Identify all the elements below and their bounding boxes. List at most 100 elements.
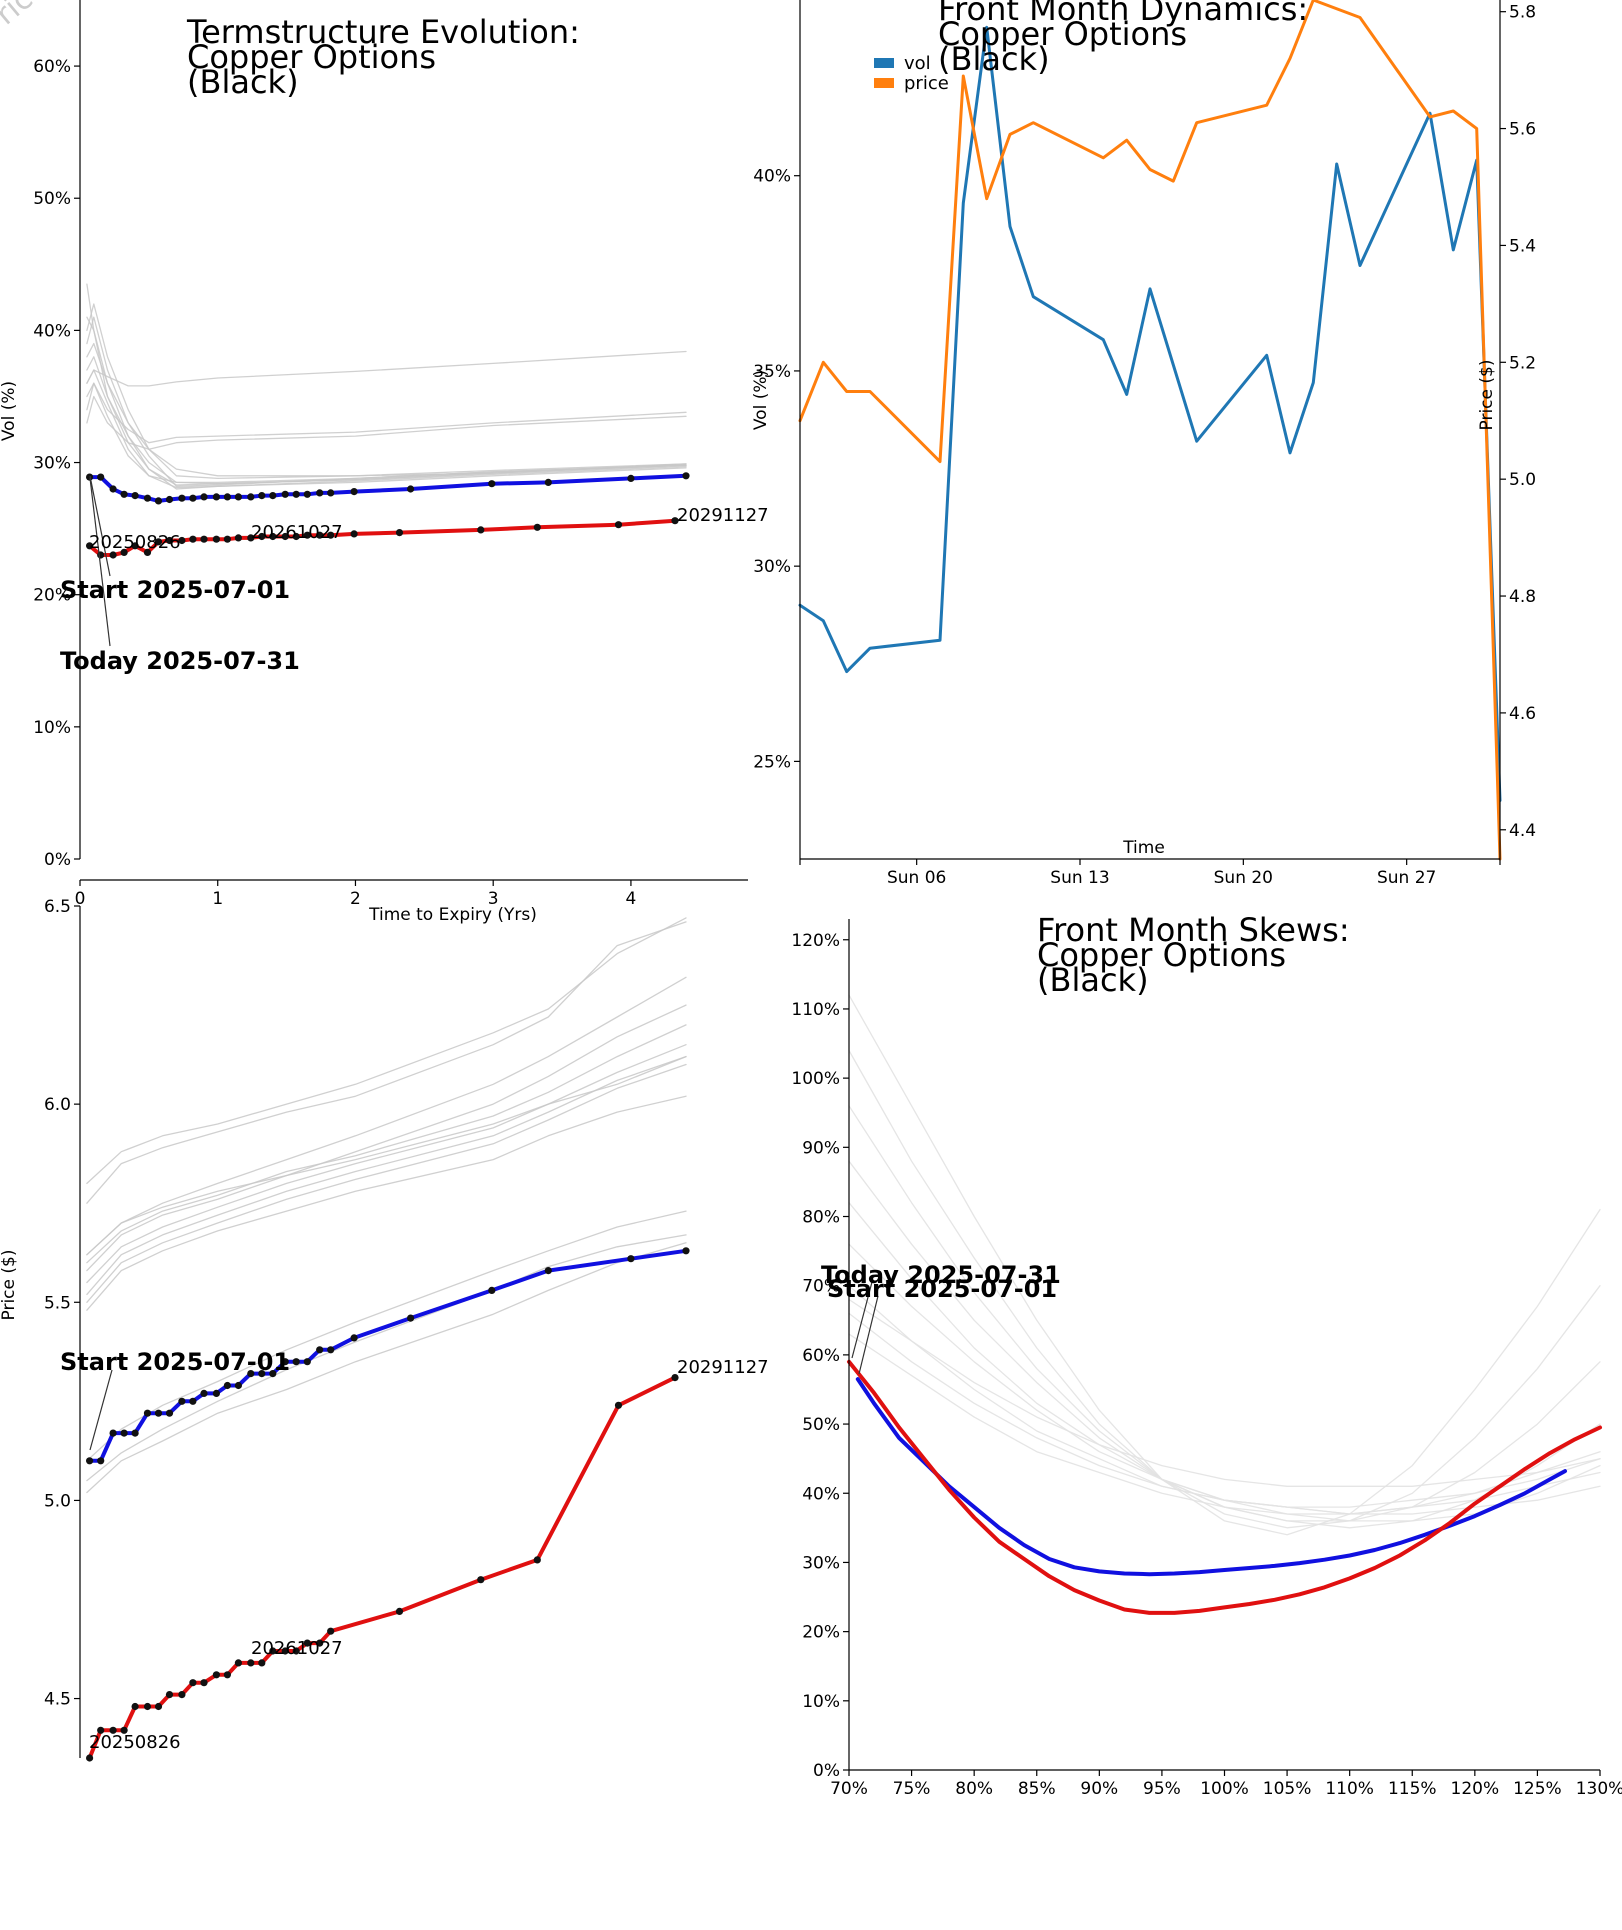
skews-x-tick-label: 110%: [1325, 1779, 1374, 1799]
front-month-dynamics-y2-tick-label: 5.4: [1509, 236, 1536, 256]
termstructure-start-point: [407, 485, 415, 493]
termstructure-today-point: [165, 536, 174, 545]
termstructure-start-point: [303, 490, 311, 498]
forward-curve-start-point: [292, 1358, 300, 1366]
termstructure-start-point: [316, 489, 324, 497]
forward-curve-start-point: [407, 1314, 415, 1322]
skews-x-tick-label: 85%: [1018, 1779, 1056, 1799]
skews-series: [847, 1359, 1602, 1615]
skews-history-line: [848, 1160, 1601, 1529]
front-month-dynamics-y2-tick-label: 4.8: [1509, 587, 1536, 607]
forward-curve-start-point: [200, 1389, 208, 1397]
forward-curve-history-line: [86, 1234, 687, 1482]
skews-x-tick-label: 105%: [1263, 1779, 1312, 1799]
front-month-dynamics-chart: 25% 30% 35% 40% 4.4 4.6 4.8 5.0 5.2 5.4 5.6 5.8 Sun …: [751, 0, 1536, 888]
skews-history-line: [848, 1298, 1601, 1487]
forward-curve-today-point: [189, 1679, 197, 1687]
skews-start-annotation: Start 2025-07-01: [827, 1275, 1057, 1303]
front-month-dynamics-lines: [798, 0, 1502, 861]
front-month-vol-line: [798, 25, 1502, 802]
legend-swatch-price: [874, 78, 894, 88]
skews-history-line: [848, 994, 1601, 1536]
forward-curve-today-point: [120, 1726, 128, 1734]
front-month-dynamics-y2-tick-label: 5.6: [1509, 120, 1536, 140]
termstructure-y-tick-label: 40%: [33, 321, 71, 341]
forward-curve-label-first-expiry: 20250826: [89, 1732, 181, 1753]
forward-curve-today-point: [316, 1639, 324, 1647]
termstructure-y-tick-label: 20%: [33, 586, 71, 606]
skews-x-tick-label: 130%: [1576, 1779, 1622, 1799]
front-month-dynamics-x-axis-title: Time: [1122, 838, 1165, 858]
front-month-dynamics-y-tick-label: 30%: [753, 557, 791, 577]
forward-curve-start-point: [682, 1247, 690, 1255]
termstructure-today-point: [120, 548, 128, 557]
front-month-dynamics-y2-tick-label: 4.6: [1509, 704, 1536, 724]
forward-curve-start-point: [178, 1397, 186, 1405]
skews-x-tick-label: 115%: [1388, 1779, 1437, 1799]
legend-swatch-vol: [874, 58, 894, 68]
forward-curve-today-point: [477, 1576, 485, 1584]
front-month-dynamics-y2-tick-label: 5.8: [1509, 3, 1536, 23]
skews-history-line: [848, 1333, 1601, 1515]
termstructure-start-point: [544, 478, 552, 486]
front-month-dynamics-x-tick-label: Sun 20: [1214, 868, 1273, 888]
skews-y-tick-label: 110%: [791, 1000, 840, 1020]
forward-curve-today-point: [234, 1659, 242, 1667]
forward-curve-history-lines: [86, 917, 687, 1494]
forward-curve-today-point: [247, 1659, 255, 1667]
forward-curve-history-line: [86, 1055, 687, 1296]
termstructure-series: [86, 472, 690, 559]
termstructure-start-point: [165, 495, 174, 504]
skews-history-line: [848, 1202, 1601, 1522]
termstructure-today-point: [178, 536, 186, 545]
termstructure-x-tick-label: 3: [488, 889, 499, 909]
skews-y-tick-label: 120%: [791, 931, 840, 951]
skews-x-tick-label: 120%: [1451, 1779, 1500, 1799]
termstructure-start-point: [234, 493, 242, 501]
skews-y-tick-label: 90%: [802, 1138, 840, 1158]
termstructure-start-point: [109, 485, 117, 493]
termstructure-start-point: [131, 492, 139, 500]
termstructure-today-point: [533, 523, 541, 531]
termstructure-history-line: [86, 356, 687, 486]
termstructure-start-point: [212, 493, 220, 501]
forward-curve-start-point: [189, 1397, 197, 1405]
termstructure-history-line: [86, 369, 687, 489]
front-month-dynamics-legend: vol price: [874, 53, 949, 94]
termstructure-start-point: [178, 494, 186, 502]
forward-curve-today-point: [671, 1374, 679, 1382]
skews-start-line: [855, 1377, 1567, 1577]
front-month-dynamics-y-tick-label: 40%: [753, 167, 791, 187]
front-month-dynamics-y2-axis-title: Price ($): [1477, 360, 1497, 431]
forward-curve-label-mid-expiry: 20261027: [251, 1638, 343, 1659]
termstructure-start-point: [97, 473, 105, 481]
forward-curve-y-tick-label: 5.5: [44, 1293, 71, 1313]
termstructure-today-point: [292, 532, 300, 541]
forward-curve-history-line: [86, 976, 687, 1256]
forward-curve-start-point: [258, 1370, 266, 1378]
termstructure-title-line-3: (Black): [187, 63, 299, 101]
termstructure-today-point: [131, 542, 139, 550]
termstructure-start-point: [682, 472, 690, 480]
termstructure-today-point: [477, 526, 485, 534]
skews-annotations: Today 2025-07-31 Start 2025-07-01: [821, 1261, 1061, 1375]
skews-today-line: [847, 1359, 1602, 1615]
forward-curve-start-point: [234, 1381, 242, 1390]
front-month-dynamics-x-tick-label: Sun 06: [887, 868, 946, 888]
forward-curve-today-point: [223, 1671, 231, 1679]
forward-curve-today-point: [303, 1639, 311, 1647]
skews-history-line: [848, 1105, 1601, 1522]
forward-curve-today-line: [87, 1375, 677, 1760]
forward-curve-history-line: [86, 1242, 687, 1494]
forward-curve-start-point: [223, 1381, 231, 1390]
skews-y-tick-label: 70%: [802, 1277, 840, 1297]
termstructure-x-tick-label: 4: [626, 889, 637, 909]
termstructure-start-point: [350, 488, 358, 496]
forward-curve-y-axis-title: Price ($): [0, 1250, 19, 1321]
front-month-dynamics-axes: 25% 30% 35% 40% 4.4 4.6 4.8 5.0 5.2 5.4 5.6 5.8 Sun …: [753, 0, 1536, 888]
termstructure-history-line: [86, 283, 687, 477]
forward-curve-today-point: [131, 1702, 139, 1711]
skews-title-line-1: Front Month Skews:: [1037, 911, 1350, 949]
front-month-dynamics-title-line-2: Copper Options: [938, 15, 1187, 53]
